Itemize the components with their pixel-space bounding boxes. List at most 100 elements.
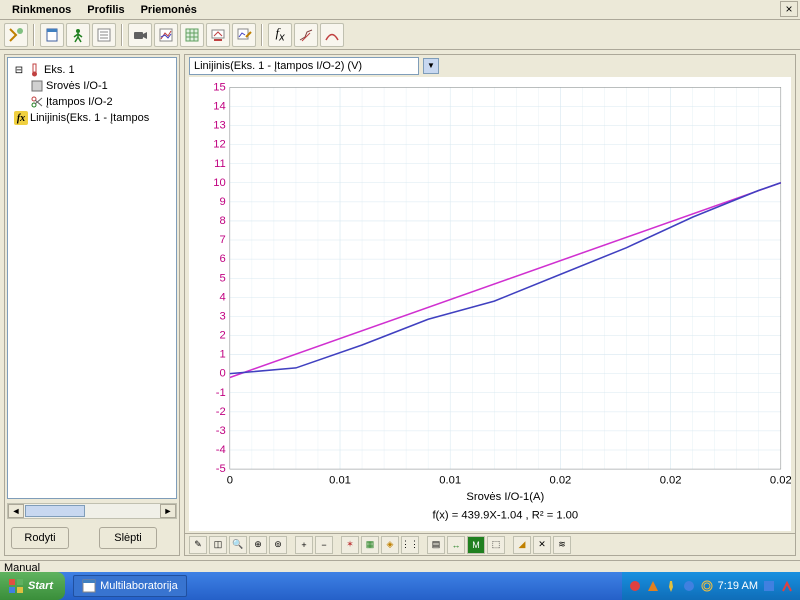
ct-btn-16[interactable]: ◢ <box>513 536 531 554</box>
tree-child-1-label: Srovės I/O-1 <box>46 80 108 92</box>
svg-text:-5: -5 <box>216 463 226 475</box>
ct-btn-2[interactable]: ◫ <box>209 536 227 554</box>
taskbar-app[interactable]: Multilaboratorija <box>73 575 187 597</box>
scroll-right-icon[interactable]: ► <box>160 504 176 518</box>
scroll-left-icon[interactable]: ◄ <box>8 504 24 518</box>
taskbar: Start Multilaboratorija 7:19 AM <box>0 572 800 600</box>
svg-text:0: 0 <box>227 474 233 486</box>
collapse-icon[interactable]: ⊟ <box>12 63 26 77</box>
toolbar-run-icon[interactable] <box>66 23 90 47</box>
io-icon <box>30 79 44 93</box>
windows-logo-icon <box>8 578 24 594</box>
ct-btn-14[interactable]: M <box>467 536 485 554</box>
svg-text:9: 9 <box>220 196 226 208</box>
tray-icon-2[interactable] <box>646 579 660 593</box>
ct-btn-4[interactable]: ⊕ <box>249 536 267 554</box>
svg-text:3: 3 <box>220 310 226 322</box>
ct-btn-17[interactable]: ✕ <box>533 536 551 554</box>
dropdown-label: Linijinis(Eks. 1 - Įtampos I/O-2) (V) <box>194 60 362 72</box>
menu-priemones[interactable]: Priemonės <box>133 2 205 18</box>
start-button[interactable]: Start <box>0 572 65 600</box>
svg-text:f(x) = 439.9X-1.04 , R² = 1.0: f(x) = 439.9X-1.04 , R² = 1.00 <box>432 510 578 522</box>
ct-btn-18[interactable]: ≋ <box>553 536 571 554</box>
svg-text:0: 0 <box>220 368 226 380</box>
ct-plus-icon[interactable]: + <box>295 536 313 554</box>
tree-child-2[interactable]: Įtampos I/O-2 <box>12 94 172 110</box>
start-label: Start <box>28 580 53 592</box>
ct-zoom-icon[interactable]: 🔍 <box>229 536 247 554</box>
svg-text:1: 1 <box>220 349 226 361</box>
ct-btn-12[interactable]: ▤ <box>427 536 445 554</box>
tray-icon-4[interactable] <box>682 579 696 593</box>
ct-btn-10[interactable]: ◈ <box>381 536 399 554</box>
toolbar-list-icon[interactable] <box>92 23 116 47</box>
svg-text:0.02: 0.02 <box>660 474 682 486</box>
app-icon <box>82 579 96 593</box>
tray-icon-5[interactable] <box>700 579 714 593</box>
dropdown-arrow-icon[interactable]: ▼ <box>423 58 439 74</box>
ct-btn-9[interactable]: ▦ <box>361 536 379 554</box>
fx-tree-icon: fx <box>14 111 28 125</box>
ct-minus-icon[interactable]: − <box>315 536 333 554</box>
ct-btn-13[interactable]: ↔ <box>447 536 465 554</box>
svg-text:-1: -1 <box>216 387 226 399</box>
menu-rinkmenos[interactable]: Rinkmenos <box>4 2 79 18</box>
tree-view[interactable]: ⊟ Eks. 1 Srovės I/O-1 Įtampos I/O-2 fx L… <box>7 57 177 499</box>
chart-canvas[interactable]: -5-4-3-2-1012345678910111213141500.010.0… <box>189 77 791 531</box>
toolbar-edit-chart-icon[interactable] <box>232 23 256 47</box>
tray-icon-1[interactable] <box>628 579 642 593</box>
svg-text:13: 13 <box>213 120 225 132</box>
tray-icon-7[interactable] <box>780 579 794 593</box>
tree-fx[interactable]: fx Linijinis(Eks. 1 - Įtampos <box>12 110 172 126</box>
tree-hscroll[interactable]: ◄ ► <box>7 503 177 519</box>
svg-text:0.02: 0.02 <box>549 474 571 486</box>
tree-root-label: Eks. 1 <box>44 64 75 76</box>
svg-text:-4: -4 <box>216 444 226 456</box>
hide-button[interactable]: Slėpti <box>99 527 157 549</box>
show-button[interactable]: Rodyti <box>11 527 69 549</box>
svg-text:4: 4 <box>220 291 226 303</box>
main-toolbar: fx <box>0 20 800 50</box>
system-tray[interactable]: 7:19 AM <box>622 572 800 600</box>
tree-root[interactable]: ⊟ Eks. 1 <box>12 62 172 78</box>
taskbar-app-label: Multilaboratorija <box>100 580 178 592</box>
toolbar-chart-icon[interactable] <box>154 23 178 47</box>
svg-text:0.01: 0.01 <box>439 474 461 486</box>
scissors-icon <box>30 95 44 109</box>
close-button[interactable]: × <box>780 1 798 17</box>
svg-text:0.02: 0.02 <box>770 474 791 486</box>
toolbar-btn-1[interactable] <box>4 23 28 47</box>
svg-text:6: 6 <box>220 253 226 265</box>
tray-icon-3[interactable] <box>664 579 678 593</box>
ct-btn-8[interactable]: ✶ <box>341 536 359 554</box>
toolbar-grid-icon[interactable] <box>180 23 204 47</box>
tree-child-2-label: Įtampos I/O-2 <box>46 96 113 108</box>
ct-target-icon[interactable]: ⊚ <box>269 536 287 554</box>
toolbar-btn-2[interactable] <box>40 23 64 47</box>
scroll-thumb[interactable] <box>25 505 85 517</box>
toolbar-camera-icon[interactable] <box>128 23 152 47</box>
main-area: ⊟ Eks. 1 Srovės I/O-1 Įtampos I/O-2 fx L… <box>0 50 800 560</box>
chart-panel: Linijinis(Eks. 1 - Įtampos I/O-2) (V) ▼ … <box>184 54 796 556</box>
svg-text:12: 12 <box>213 139 225 151</box>
ct-btn-15[interactable]: ⬚ <box>487 536 505 554</box>
toolbar-curve-icon[interactable] <box>320 23 344 47</box>
menu-bar: Rinkmenos Profilis Priemonės × <box>0 0 800 20</box>
chart-toolbar: ✎ ◫ 🔍 ⊕ ⊚ + − ✶ ▦ ◈ ⋮⋮ ▤ ↔ M ⬚ ◢ ✕ ≋ <box>185 533 795 555</box>
tray-icon-6[interactable] <box>762 579 776 593</box>
svg-text:8: 8 <box>220 215 226 227</box>
toolbar-meter-icon[interactable] <box>206 23 230 47</box>
svg-text:7: 7 <box>220 234 226 246</box>
toolbar-fx-icon[interactable]: fx <box>268 23 292 47</box>
tree-child-1[interactable]: Srovės I/O-1 <box>12 78 172 94</box>
svg-text:15: 15 <box>213 81 225 93</box>
menu-profilis[interactable]: Profilis <box>79 2 132 18</box>
svg-text:10: 10 <box>213 177 225 189</box>
svg-text:14: 14 <box>213 100 225 112</box>
series-dropdown[interactable]: Linijinis(Eks. 1 - Įtampos I/O-2) (V) <box>189 57 419 75</box>
ct-btn-11[interactable]: ⋮⋮ <box>401 536 419 554</box>
svg-text:Srovės I/O-1(A): Srovės I/O-1(A) <box>466 491 544 503</box>
svg-text:11: 11 <box>214 158 226 170</box>
toolbar-derivative-icon[interactable] <box>294 23 318 47</box>
ct-btn-1[interactable]: ✎ <box>189 536 207 554</box>
